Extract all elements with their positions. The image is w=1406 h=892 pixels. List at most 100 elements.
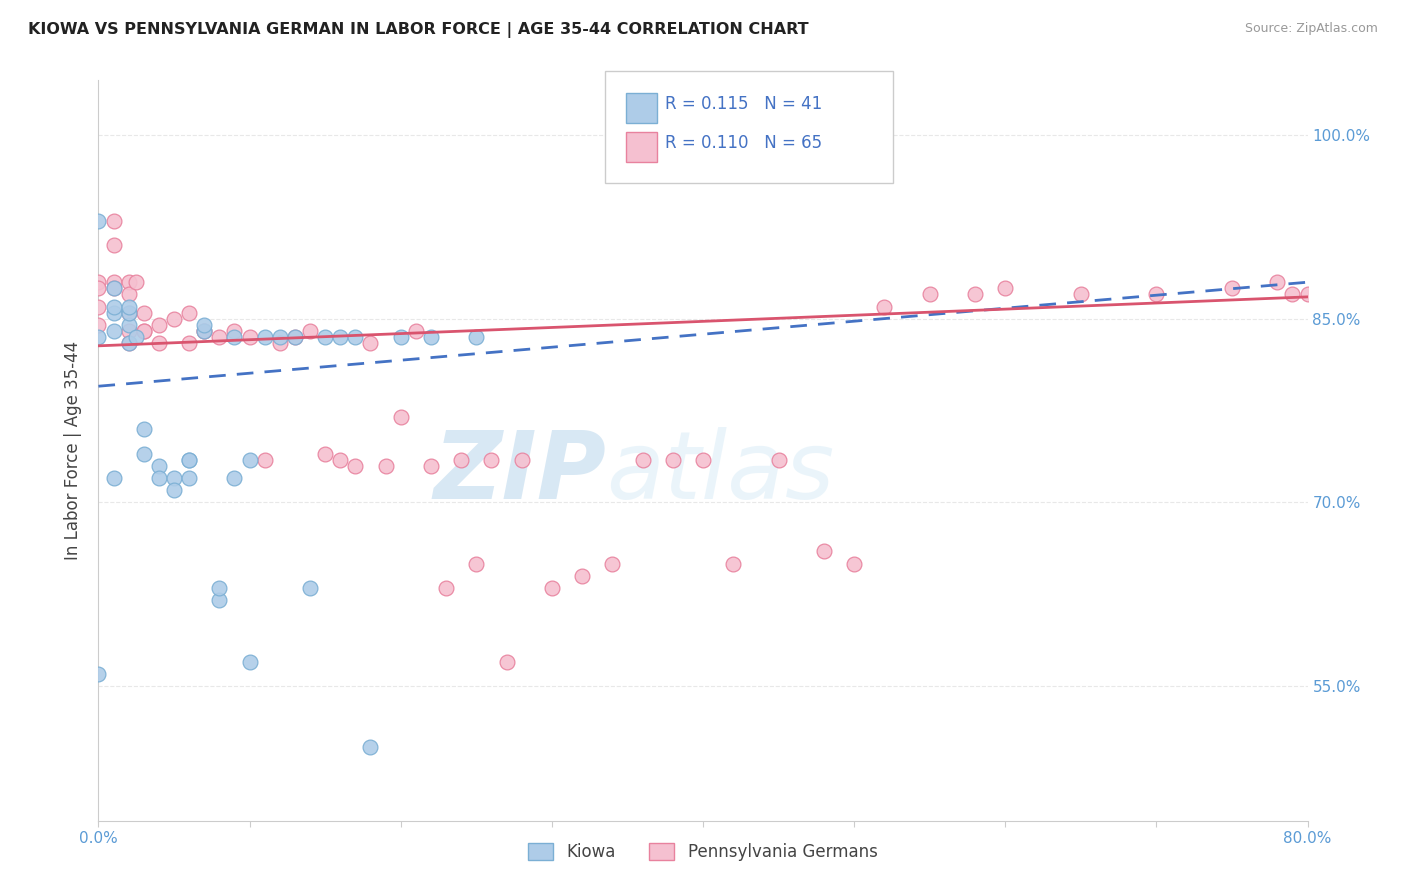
Point (148, 471, 170, 485)
Point (103, 300, 125, 314)
Point (994, 281, 1017, 295)
Point (510, 452, 533, 467)
Point (148, 318, 170, 332)
Point (239, 452, 262, 467)
Point (118, 336, 141, 351)
Point (540, 581, 562, 595)
Point (813, 544, 835, 558)
Point (1281, 287, 1303, 301)
Point (1220, 281, 1243, 295)
Point (179, 306, 201, 320)
Point (253, 452, 276, 467)
Point (118, 287, 141, 301)
Point (768, 452, 790, 467)
Point (844, 557, 866, 571)
Point (193, 318, 215, 332)
Point (148, 336, 170, 351)
Point (148, 458, 170, 473)
Point (103, 306, 125, 320)
Point (118, 318, 141, 332)
Point (125, 330, 148, 344)
Point (118, 306, 141, 320)
Point (224, 324, 246, 338)
Point (571, 569, 593, 583)
Text: R = 0.115   N = 41: R = 0.115 N = 41 (665, 95, 823, 113)
Point (87, 281, 110, 295)
Point (118, 324, 141, 338)
Point (163, 483, 186, 498)
Point (132, 324, 155, 338)
Point (405, 324, 427, 338)
Point (314, 446, 336, 460)
Point (239, 330, 262, 344)
Point (224, 471, 246, 485)
Point (299, 324, 322, 338)
Point (132, 422, 155, 436)
Point (329, 452, 352, 467)
Point (125, 275, 148, 289)
Point (193, 324, 215, 338)
Point (118, 275, 141, 289)
Point (465, 330, 488, 344)
Point (965, 287, 987, 301)
Point (87, 666, 110, 681)
Point (132, 446, 155, 460)
Text: KIOWA VS PENNSYLVANIA GERMAN IN LABOR FORCE | AGE 35-44 CORRELATION CHART: KIOWA VS PENNSYLVANIA GERMAN IN LABOR FO… (28, 22, 808, 38)
Point (103, 281, 125, 295)
Point (193, 324, 215, 338)
Point (344, 458, 367, 473)
Point (631, 452, 654, 467)
Point (208, 593, 231, 607)
Point (87, 330, 110, 344)
Text: R = 0.110   N = 65: R = 0.110 N = 65 (665, 134, 823, 152)
Point (103, 214, 125, 228)
Point (1267, 275, 1289, 289)
Point (450, 452, 472, 467)
Point (360, 740, 382, 755)
Point (434, 581, 457, 595)
Point (239, 655, 262, 669)
Point (661, 452, 683, 467)
Point (163, 471, 186, 485)
Point (179, 336, 201, 351)
Point (118, 306, 141, 320)
Point (299, 581, 322, 595)
Point (132, 306, 155, 320)
Point (87, 318, 110, 332)
Point (918, 287, 941, 301)
Point (132, 324, 155, 338)
Point (692, 452, 714, 467)
Point (224, 330, 246, 344)
Y-axis label: In Labor Force | Age 35-44: In Labor Force | Age 35-44 (65, 341, 83, 560)
Point (389, 409, 412, 424)
Point (103, 281, 125, 295)
Point (374, 458, 396, 473)
Legend: Kiowa, Pennsylvania Germans: Kiowa, Pennsylvania Germans (522, 837, 884, 868)
Point (420, 330, 443, 344)
Text: Source: ZipAtlas.com: Source: ZipAtlas.com (1244, 22, 1378, 36)
Point (179, 452, 201, 467)
Point (118, 300, 141, 314)
Point (269, 330, 291, 344)
Point (344, 330, 367, 344)
Point (1296, 287, 1319, 301)
Point (208, 330, 231, 344)
Text: ZIP: ZIP (433, 426, 606, 518)
Point (1144, 287, 1167, 301)
Point (208, 581, 231, 595)
Point (420, 458, 443, 473)
Point (481, 452, 503, 467)
Point (103, 324, 125, 338)
Point (873, 300, 896, 314)
Point (87, 275, 110, 289)
Point (723, 557, 745, 571)
Point (253, 330, 276, 344)
Point (284, 330, 307, 344)
Point (360, 336, 382, 351)
Text: atlas: atlas (606, 427, 835, 518)
Point (179, 452, 201, 467)
Point (495, 655, 517, 669)
Point (602, 557, 624, 571)
Point (163, 312, 186, 326)
Point (179, 471, 201, 485)
